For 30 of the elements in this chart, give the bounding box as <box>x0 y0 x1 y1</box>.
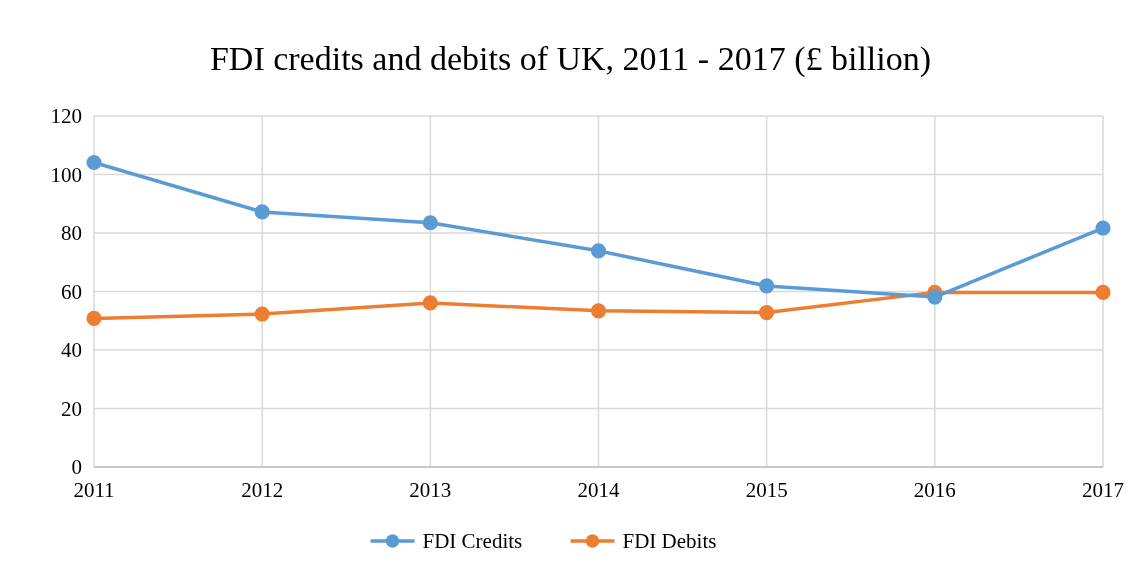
point <box>86 310 102 326</box>
x-tick-label: 2017 <box>1082 478 1124 502</box>
y-tick-label: 120 <box>50 104 82 129</box>
point <box>1095 220 1111 236</box>
point <box>422 215 438 231</box>
x-tick-label: 2013 <box>409 478 452 502</box>
y-tick-label: 0 <box>71 455 82 480</box>
y-tick-label: 60 <box>61 279 82 304</box>
point <box>254 204 270 220</box>
legend-label: FDI Credits <box>422 529 523 554</box>
x-tick-label: 2011 <box>73 478 115 502</box>
legend-label: FDI Debits <box>622 529 717 554</box>
chart-title: FDI credits and debits of UK, 2011 - 2017 (£ billion) <box>209 40 932 78</box>
point <box>927 289 943 305</box>
point <box>254 306 270 322</box>
y-tick-label: 20 <box>61 396 82 421</box>
point <box>759 305 775 321</box>
x-tick-label: 2015 <box>745 478 788 502</box>
point <box>1095 284 1111 300</box>
x-tick-label: 2016 <box>913 478 956 502</box>
y-tick-label: 80 <box>61 221 82 246</box>
x-tick-label: 2012 <box>241 478 284 502</box>
point <box>86 154 102 171</box>
x-tick-label: 2014 <box>577 478 620 502</box>
y-tick-label: 100 <box>50 162 82 187</box>
point <box>422 295 438 311</box>
point <box>759 278 775 294</box>
y-tick-label: 40 <box>61 338 82 363</box>
point <box>590 243 607 259</box>
point <box>590 303 607 319</box>
